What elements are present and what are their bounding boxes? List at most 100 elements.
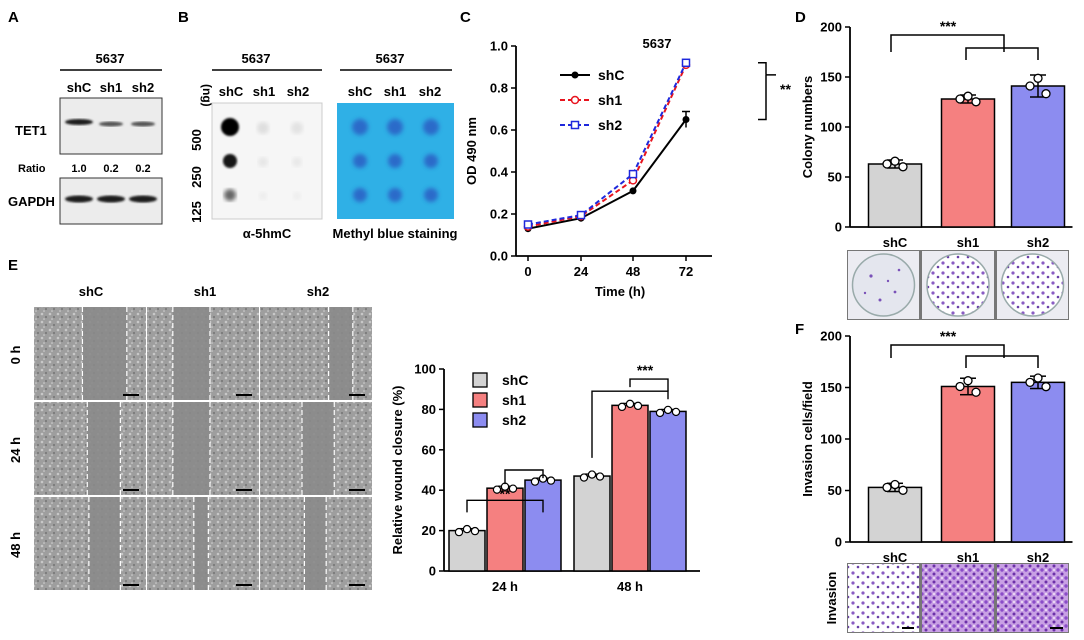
significance-bracket <box>504 469 544 485</box>
chart-title: 5637 <box>643 36 672 51</box>
amount-label: 500 <box>189 129 204 151</box>
methyl-blue-caption: Methyl blue staining <box>333 226 458 241</box>
y-axis-label: Invasion cells/field <box>800 381 815 497</box>
gapdh-band <box>129 195 157 203</box>
replicate-point <box>663 405 673 415</box>
dot <box>257 122 269 134</box>
significance-label: ** <box>500 485 511 501</box>
replicate-point <box>890 156 900 166</box>
lane-label: sh2 <box>132 80 154 95</box>
tet1-label: TET1 <box>15 123 47 138</box>
plate-sh1 <box>922 251 994 319</box>
lane-label: shC <box>219 84 244 99</box>
lane-label: shC <box>348 84 373 99</box>
colony-bar-chart: 0 50 100 150 200 Colony numbers shC sh1 sh2 *** <box>800 18 1073 250</box>
bar <box>940 385 996 543</box>
significance-bracket <box>890 344 1005 358</box>
y-tick-label: 0 <box>835 220 842 235</box>
significance-bracket <box>629 378 669 392</box>
x-tick-label: sh2 <box>1027 235 1049 250</box>
y-axis-label: Colony numbers <box>800 76 815 179</box>
replicate-point <box>963 91 973 101</box>
replicate-point <box>898 162 908 172</box>
cell-line-label: 5637 <box>242 51 271 66</box>
column-label: sh1 <box>194 284 216 299</box>
legend-swatch <box>472 372 488 388</box>
legend-swatch <box>472 392 488 408</box>
bar <box>486 487 524 572</box>
y-tick-label: 200 <box>820 329 842 344</box>
replicate-point <box>655 408 665 418</box>
y-tick-label: 50 <box>828 170 842 185</box>
invasion-images: Invasion <box>824 563 1069 633</box>
legend-swatch <box>472 412 488 428</box>
tet1-band <box>65 119 93 125</box>
wound-healing-images: shC sh1 sh2 0 h 24 h 48 h <box>8 284 372 590</box>
amount-label: 250 <box>189 166 204 188</box>
replicate-point <box>1025 377 1035 388</box>
data-point <box>681 58 691 68</box>
panel-label-f: F <box>795 321 804 338</box>
x-tick-label: 48 <box>626 264 640 279</box>
replicate-point <box>1041 382 1051 392</box>
dot <box>258 157 268 167</box>
cell-line-label: 5637 <box>96 51 125 66</box>
replicate-point <box>546 476 556 485</box>
data-point <box>523 220 533 229</box>
series-line <box>527 62 687 226</box>
legend-marker <box>571 71 579 79</box>
legend-label: sh1 <box>502 392 526 408</box>
significance-label: *** <box>637 362 654 378</box>
bar <box>867 163 923 228</box>
legend-label: sh2 <box>502 412 526 428</box>
replicate-point <box>462 524 472 534</box>
x-tick-label: sh2 <box>1027 550 1049 565</box>
dot <box>292 157 302 167</box>
dot <box>224 189 236 201</box>
y-tick-label: 20 <box>422 523 436 538</box>
y-tick-label: 1.0 <box>490 39 508 54</box>
x-tick-label: shC <box>883 235 908 250</box>
y-tick-label: 150 <box>820 70 842 85</box>
replicate-point <box>890 479 900 490</box>
gapdh-band <box>65 195 93 203</box>
wound-closure-chart: 0 20 40 60 80 100 Relative wound closure (%) 24… <box>390 362 700 594</box>
replicate-point <box>470 526 480 536</box>
tet1-band <box>131 121 155 127</box>
replicate-point <box>530 477 540 486</box>
panel-label-d: D <box>795 9 806 26</box>
panel-label-c: C <box>460 9 471 26</box>
y-tick-label: 80 <box>422 402 436 417</box>
significance-label: *** <box>940 328 957 344</box>
data-point <box>576 210 586 220</box>
growth-curve-chart: 0.0 0.2 0.4 0.6 0.8 1.0 OD 490 nm 0 24 48 72 Time (… <box>464 36 791 299</box>
panel-label-e: E <box>8 257 18 274</box>
wound-gap <box>193 497 209 590</box>
ratio-value: 1.0 <box>71 163 86 175</box>
lane-label: sh1 <box>100 80 122 95</box>
ratio-value: 0.2 <box>103 163 118 175</box>
replicate-point <box>587 470 597 479</box>
y-tick-label: 40 <box>422 483 436 498</box>
bar <box>649 410 687 572</box>
x-tick-label: 0 <box>524 264 531 279</box>
row-label: 0 h <box>8 346 23 365</box>
significance-label: ** <box>780 81 791 97</box>
wound-gap <box>328 307 353 400</box>
bar <box>940 98 996 228</box>
row-label: 48 h <box>8 532 23 558</box>
ratio-label: Ratio <box>18 163 46 175</box>
amount-unit-label: (ng) <box>200 84 214 107</box>
x-axis-label: Time (h) <box>595 284 645 299</box>
legend-marker <box>570 120 580 130</box>
x-tick-label: shC <box>883 550 908 565</box>
bar <box>524 479 562 572</box>
y-axis-label: OD 490 nm <box>464 117 479 185</box>
y-tick-label: 0 <box>429 564 436 579</box>
dot-blot: 5637 5637 (ng) shC sh1 sh2 shC sh1 sh2 5… <box>189 51 458 241</box>
bar <box>1010 381 1066 543</box>
replicate-point <box>671 407 681 417</box>
wound-gap <box>301 402 335 495</box>
y-tick-label: 100 <box>820 120 842 135</box>
